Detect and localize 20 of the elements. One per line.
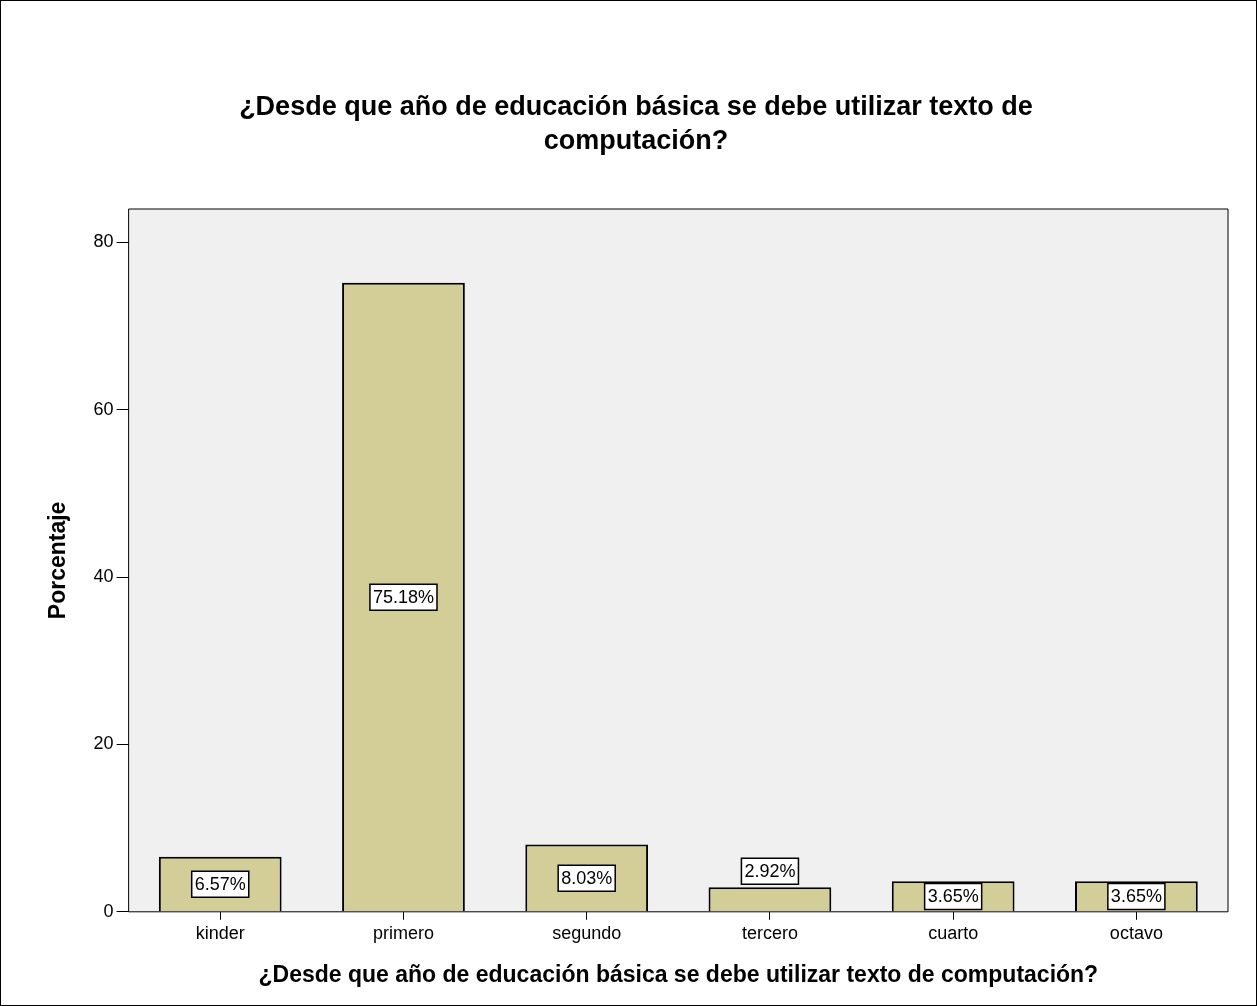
x-tick-label: tercero xyxy=(741,922,798,943)
y-tick-label: 20 xyxy=(93,733,114,754)
data-label: 8.03% xyxy=(561,868,613,889)
y-tick-label: 0 xyxy=(103,900,114,921)
x-tick-label: segundo xyxy=(552,922,622,943)
y-tick-label: 40 xyxy=(93,566,114,587)
x-tick-label: cuarto xyxy=(928,922,979,943)
x-tick-label: kinder xyxy=(195,922,245,943)
data-label: 3.65% xyxy=(1110,886,1162,907)
data-label: 6.57% xyxy=(194,874,246,895)
x-tick-label: octavo xyxy=(1109,922,1163,943)
data-label: 3.65% xyxy=(927,886,979,907)
x-axis-title: ¿Desde que año de educación básica se debe utilizar texto de computación? xyxy=(258,960,1099,987)
y-axis-title: Porcentaje xyxy=(44,501,71,620)
y-tick-label: 80 xyxy=(93,231,114,252)
data-label: 2.92% xyxy=(744,861,796,882)
y-tick-label: 60 xyxy=(93,398,114,419)
chart-title: ¿Desde que año de educación básica se debe utilizar texto de computación? xyxy=(238,90,1034,157)
data-label: 75.18% xyxy=(372,587,434,608)
x-tick-label: primero xyxy=(372,922,434,943)
